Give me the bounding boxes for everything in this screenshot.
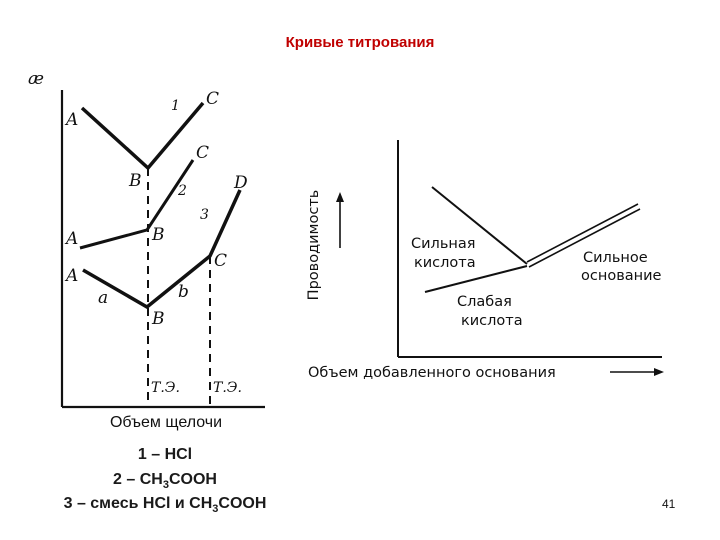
legend-item-1: 1 – HCl (137, 446, 193, 463)
y-axis-arrowhead (336, 192, 344, 202)
legend-item-3: 3 – смесь HCl и CH3COOH (63, 495, 267, 516)
curve-3 (82, 189, 242, 310)
legend-item-2: 2 – CH3COOH (113, 471, 217, 492)
strong-base-label-line2: основание (581, 268, 662, 284)
curve-3-point-a: A (64, 266, 78, 286)
right-chart: Проводимость Сильная кислота Сильное осн… (306, 140, 664, 381)
right-x-axis-label: Объем добавленного основания (308, 365, 556, 381)
strong-base-line-lower (528, 208, 641, 268)
curve-1-number: 1 (171, 98, 180, 114)
curve-2-point-c: C (196, 143, 209, 163)
weak-acid-label-line1: Слабая (457, 294, 512, 310)
equivalence-label-1: Т.Э. (151, 380, 180, 396)
curve-1-point-c: C (206, 89, 219, 109)
equivalence-label-2: Т.Э. (213, 380, 242, 396)
curve-3-point-c: C (214, 251, 227, 271)
curve-3-point-b: B (151, 309, 165, 329)
curve-1 (80, 101, 205, 171)
strong-base-line-upper (526, 203, 639, 263)
right-y-axis-label: Проводимость (306, 190, 322, 301)
curve-3-point-d: D (233, 173, 248, 193)
curve-1-point-b: B (128, 171, 142, 191)
curve-2-number: 2 (177, 183, 187, 199)
curve-3-number: 3 (200, 207, 209, 223)
x-axis-arrowhead (654, 368, 664, 376)
segment-label-a: a (98, 288, 108, 308)
strong-base-label-line1: Сильное (583, 250, 648, 266)
weak-acid-line (424, 265, 528, 293)
curve-2-point-b: B (151, 225, 165, 245)
slide-title: Кривые титрования (285, 34, 435, 51)
y-axis-symbol: æ (28, 69, 44, 89)
strong-acid-label-line2: кислота (414, 255, 476, 271)
page-number: 41 (662, 497, 676, 511)
strong-acid-label-line1: Сильная (411, 236, 475, 252)
segment-label-b: b (178, 282, 189, 302)
strong-acid-line (431, 186, 528, 265)
curve-2-point-a: A (64, 229, 78, 249)
curve-1-point-a: A (64, 110, 78, 130)
weak-acid-label-line2: кислота (461, 313, 523, 329)
left-x-axis-label: Объем щелочи (110, 414, 222, 431)
left-chart: æ A B C A B C A B C D 1 2 3 a b Т.Э. Т.Э… (28, 69, 265, 431)
